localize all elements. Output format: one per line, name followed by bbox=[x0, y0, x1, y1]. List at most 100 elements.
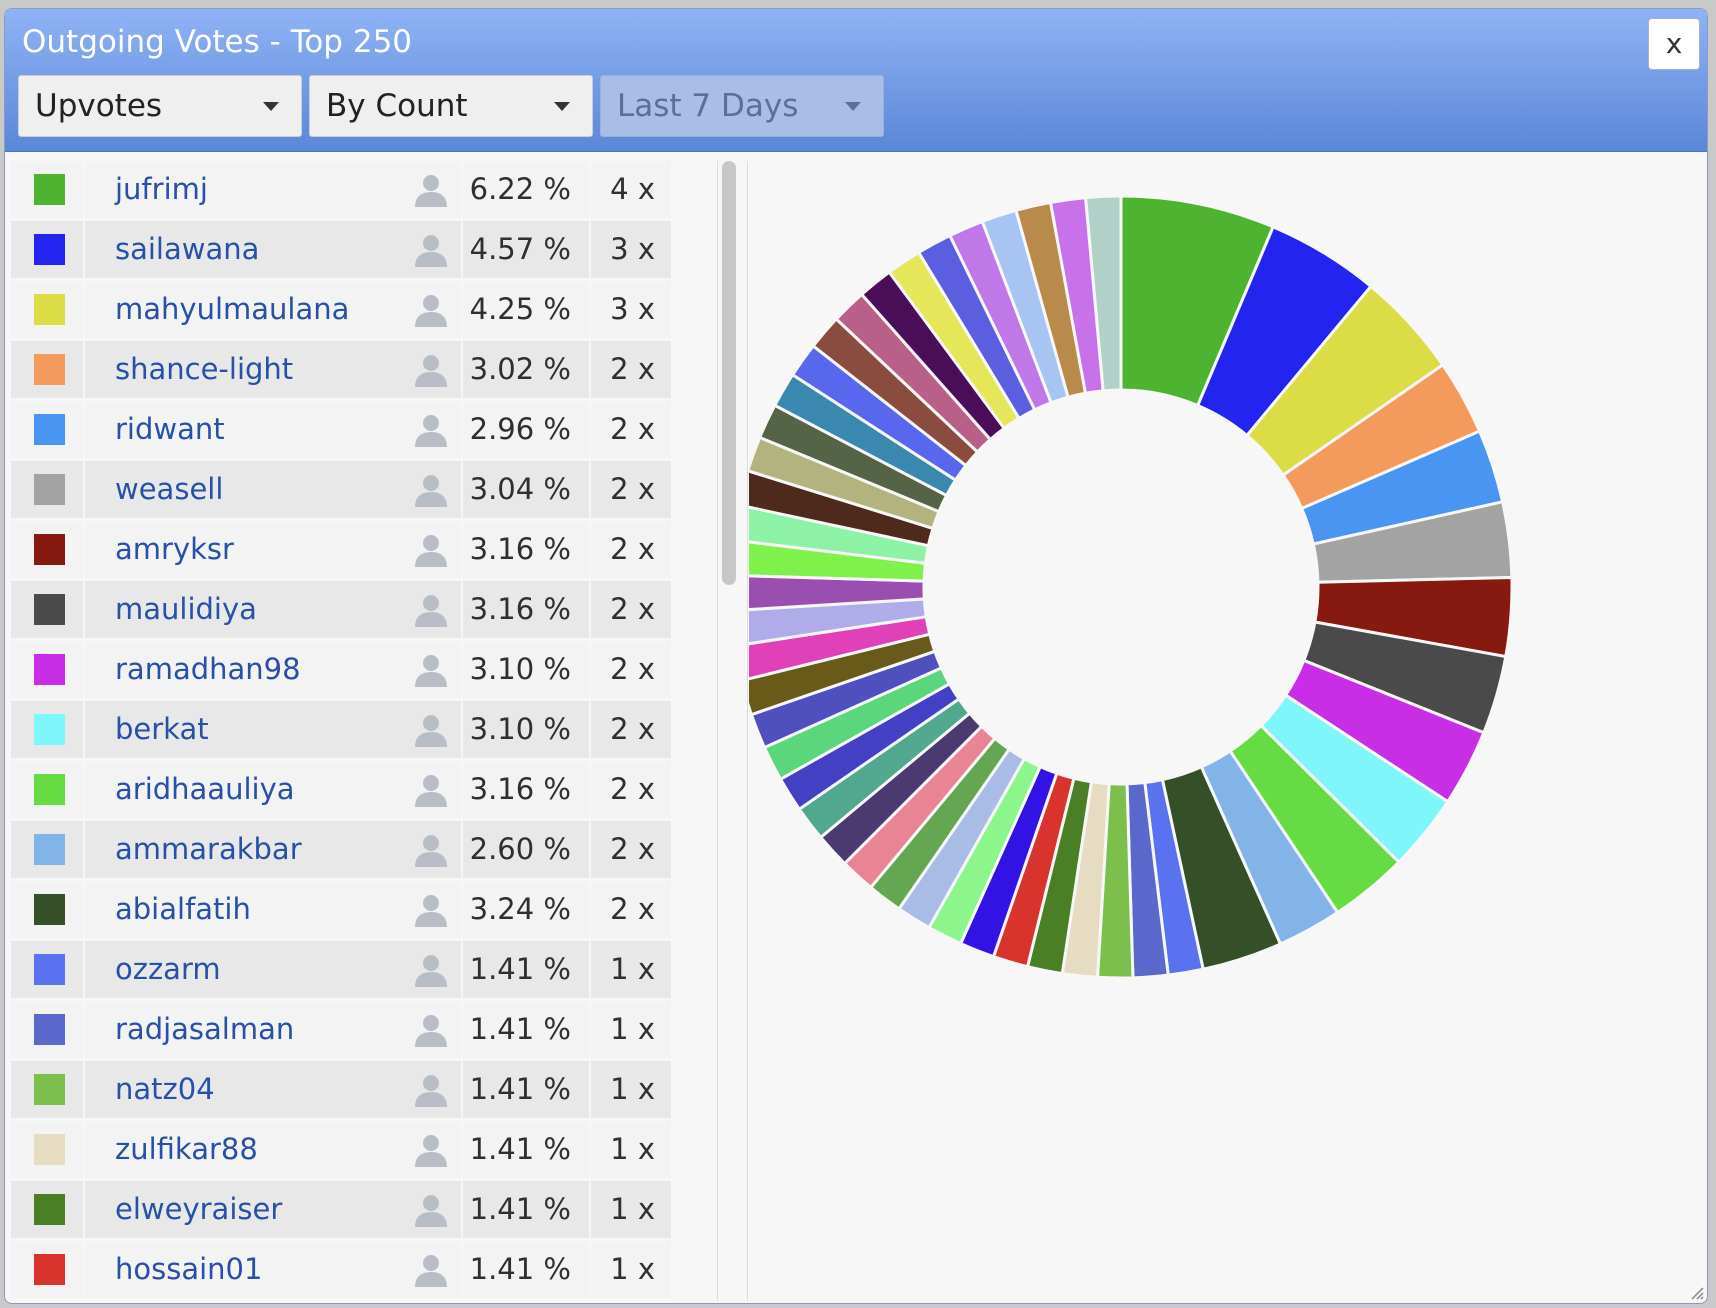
user-profile-icon[interactable] bbox=[413, 832, 449, 868]
list-item: abialfatih 3.24 % 2 x bbox=[11, 881, 671, 938]
name-cell: jufrimj bbox=[85, 161, 461, 218]
username-link[interactable]: radjasalman bbox=[115, 1012, 295, 1046]
outgoing-votes-dialog: Outgoing Votes - Top 250 x Upvotes By Co… bbox=[4, 8, 1708, 1304]
username-link[interactable]: jufrimj bbox=[115, 172, 208, 206]
name-cell: berkat bbox=[85, 701, 461, 758]
vote-count: 2 x bbox=[610, 532, 655, 566]
user-profile-icon[interactable] bbox=[413, 1012, 449, 1048]
swatch-cell bbox=[11, 1181, 83, 1238]
vote-percentage: 1.41 % bbox=[469, 1252, 571, 1286]
user-profile-icon[interactable] bbox=[413, 952, 449, 988]
swatch-cell bbox=[11, 401, 83, 458]
percentage-cell: 3.24 % bbox=[463, 881, 589, 938]
username-link[interactable]: berkat bbox=[115, 712, 209, 746]
user-profile-icon[interactable] bbox=[413, 472, 449, 508]
user-profile-icon[interactable] bbox=[413, 532, 449, 568]
color-swatch bbox=[34, 534, 65, 565]
vote-count: 3 x bbox=[610, 232, 655, 266]
username-link[interactable]: ammarakbar bbox=[115, 832, 302, 866]
close-button[interactable]: x bbox=[1648, 18, 1700, 70]
percentage-cell: 1.41 % bbox=[463, 941, 589, 998]
color-swatch bbox=[34, 594, 65, 625]
username-link[interactable]: aridhaauliya bbox=[115, 772, 295, 806]
user-profile-icon[interactable] bbox=[413, 1072, 449, 1108]
vote-count: 2 x bbox=[610, 772, 655, 806]
list-item: ramadhan98 3.10 % 2 x bbox=[11, 641, 671, 698]
vote-percentage: 1.41 % bbox=[469, 952, 571, 986]
user-profile-icon[interactable] bbox=[413, 1132, 449, 1168]
username-link[interactable]: amryksr bbox=[115, 532, 234, 566]
username-link[interactable]: sailawana bbox=[115, 232, 260, 266]
count-cell: 2 x bbox=[591, 641, 671, 698]
percentage-cell: 3.02 % bbox=[463, 341, 589, 398]
username-link[interactable]: natz04 bbox=[115, 1072, 215, 1106]
username-link[interactable]: maulidiya bbox=[115, 592, 257, 626]
vote-percentage: 1.41 % bbox=[469, 1072, 571, 1106]
list-item: zulfikar88 1.41 % 1 x bbox=[11, 1121, 671, 1178]
vote-count: 2 x bbox=[610, 352, 655, 386]
name-cell: shance-light bbox=[85, 341, 461, 398]
count-cell: 2 x bbox=[591, 341, 671, 398]
swatch-cell bbox=[11, 761, 83, 818]
sort-mode-select[interactable]: By Count bbox=[309, 75, 593, 137]
chevron-down-icon bbox=[263, 102, 279, 111]
user-profile-icon[interactable] bbox=[413, 292, 449, 328]
vote-percentage: 3.10 % bbox=[469, 712, 571, 746]
user-profile-icon[interactable] bbox=[413, 172, 449, 208]
username-link[interactable]: ozzarm bbox=[115, 952, 221, 986]
list-item: maulidiya 3.16 % 2 x bbox=[11, 581, 671, 638]
dialog-title: Outgoing Votes - Top 250 bbox=[22, 24, 413, 60]
user-profile-icon[interactable] bbox=[413, 652, 449, 688]
donut-slice[interactable] bbox=[1083, 194, 1123, 393]
vote-count: 1 x bbox=[610, 1252, 655, 1286]
count-cell: 3 x bbox=[591, 281, 671, 338]
list-scrollbar[interactable] bbox=[722, 161, 736, 585]
vote-percentage: 6.22 % bbox=[469, 172, 571, 206]
percentage-cell: 4.25 % bbox=[463, 281, 589, 338]
user-profile-icon[interactable] bbox=[413, 712, 449, 748]
list-item: shance-light 3.02 % 2 x bbox=[11, 341, 671, 398]
username-link[interactable]: elweyraiser bbox=[115, 1192, 283, 1226]
color-swatch bbox=[34, 234, 65, 265]
name-cell: abialfatih bbox=[85, 881, 461, 938]
user-profile-icon[interactable] bbox=[413, 892, 449, 928]
swatch-cell bbox=[11, 581, 83, 638]
user-profile-icon[interactable] bbox=[413, 352, 449, 388]
swatch-cell bbox=[11, 281, 83, 338]
username-link[interactable]: mahyulmaulana bbox=[115, 292, 350, 326]
swatch-cell bbox=[11, 221, 83, 278]
count-cell: 2 x bbox=[591, 581, 671, 638]
color-swatch bbox=[34, 354, 65, 385]
name-cell: amryksr bbox=[85, 521, 461, 578]
vote-percentage: 1.41 % bbox=[469, 1192, 571, 1226]
percentage-cell: 3.04 % bbox=[463, 461, 589, 518]
swatch-cell bbox=[11, 641, 83, 698]
username-link[interactable]: ramadhan98 bbox=[115, 652, 301, 686]
color-swatch bbox=[34, 1134, 65, 1165]
vote-count: 2 x bbox=[610, 712, 655, 746]
user-profile-icon[interactable] bbox=[413, 1252, 449, 1288]
swatch-cell bbox=[11, 521, 83, 578]
user-profile-icon[interactable] bbox=[413, 1192, 449, 1228]
color-swatch bbox=[34, 1254, 65, 1285]
count-cell: 2 x bbox=[591, 461, 671, 518]
count-cell: 2 x bbox=[591, 401, 671, 458]
vote-percentage: 3.10 % bbox=[469, 652, 571, 686]
user-profile-icon[interactable] bbox=[413, 412, 449, 448]
user-profile-icon[interactable] bbox=[413, 772, 449, 808]
color-swatch bbox=[34, 954, 65, 985]
username-link[interactable]: ridwant bbox=[115, 412, 225, 446]
username-link[interactable]: zulfikar88 bbox=[115, 1132, 258, 1166]
chevron-down-icon bbox=[845, 102, 861, 111]
username-link[interactable]: abialfatih bbox=[115, 892, 251, 926]
username-link[interactable]: hossain01 bbox=[115, 1252, 263, 1286]
color-swatch bbox=[34, 174, 65, 205]
percentage-cell: 1.41 % bbox=[463, 1061, 589, 1118]
username-link[interactable]: weasell bbox=[115, 472, 224, 506]
user-profile-icon[interactable] bbox=[413, 592, 449, 628]
username-link[interactable]: shance-light bbox=[115, 352, 294, 386]
vote-type-select[interactable]: Upvotes bbox=[18, 75, 302, 137]
resize-grip-icon[interactable] bbox=[1688, 1284, 1704, 1300]
user-profile-icon[interactable] bbox=[413, 232, 449, 268]
percentage-cell: 2.96 % bbox=[463, 401, 589, 458]
